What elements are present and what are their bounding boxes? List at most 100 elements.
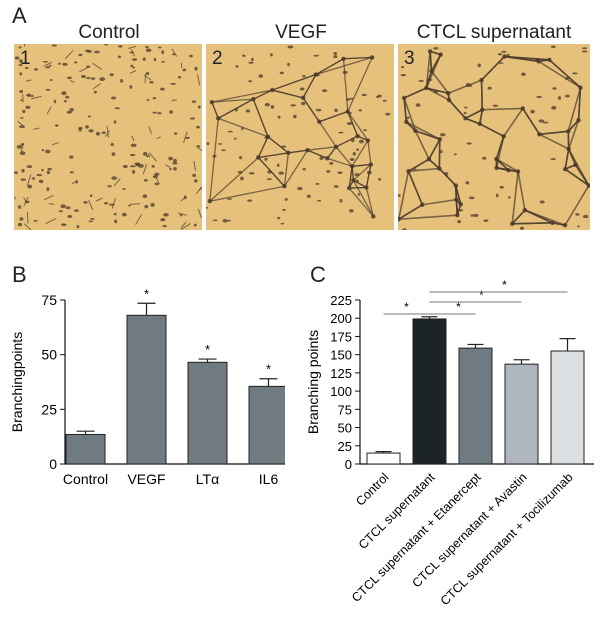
cell-dot	[160, 218, 166, 222]
cell-process	[113, 177, 121, 187]
cell-dot	[17, 222, 23, 227]
cell-dot	[465, 181, 470, 185]
micrograph-control: 1	[14, 44, 202, 230]
cell-dot	[339, 198, 343, 203]
cell-dot	[120, 78, 124, 83]
cell-dot	[277, 216, 281, 220]
tube-segment	[422, 198, 457, 206]
y-tick-label: 225	[330, 293, 352, 308]
cell-dot	[145, 46, 149, 49]
cell-dot	[63, 99, 67, 103]
cell-dot	[376, 95, 380, 99]
cell-process	[131, 135, 135, 142]
cell-dot	[536, 95, 543, 99]
cell-process	[156, 136, 161, 140]
y-tick-label: 0	[49, 456, 57, 472]
cell-dot	[54, 124, 59, 127]
tube-segment	[211, 98, 254, 103]
cell-process	[26, 174, 32, 186]
significance-marker: *	[456, 300, 461, 314]
tube-segment	[503, 107, 524, 137]
cell-dot	[61, 91, 67, 96]
tube-segment	[209, 157, 259, 202]
cell-dot	[93, 90, 97, 94]
tube-segment	[347, 111, 359, 137]
cell-dot	[468, 196, 475, 200]
cell-dot	[69, 171, 74, 174]
cell-dot	[104, 201, 109, 205]
cell-dot	[18, 64, 23, 67]
cell-dot	[172, 161, 178, 165]
cell-dot	[60, 223, 67, 227]
tube-segment	[426, 87, 449, 95]
cell-dot	[266, 178, 272, 181]
cell-dot	[161, 60, 166, 63]
cell-dot	[149, 80, 154, 84]
cell-dot	[581, 50, 588, 53]
cell-dot	[317, 199, 322, 202]
cell-dot	[551, 105, 557, 110]
cell-dot	[183, 195, 187, 200]
cell-dot	[550, 45, 556, 49]
cell-dot	[157, 112, 162, 115]
cell-dot	[20, 99, 23, 102]
cell-dot	[227, 130, 233, 133]
y-axis-label: Branching points	[305, 330, 321, 434]
cell-dot	[131, 169, 136, 174]
cell-dot	[196, 125, 200, 129]
cell-process	[92, 62, 103, 70]
tube-segment	[347, 111, 369, 141]
cell-dot	[150, 202, 155, 207]
cell-dot	[114, 107, 120, 110]
cell-dot	[470, 214, 474, 217]
cell-dot	[174, 132, 178, 135]
tube-segment	[283, 152, 289, 187]
cell-process	[106, 125, 109, 138]
tube-segment	[564, 185, 590, 226]
cell-dot	[73, 61, 78, 64]
tube-segment	[567, 119, 580, 132]
cell-dot	[60, 204, 66, 209]
cell-process	[46, 106, 52, 115]
cell-dot	[138, 164, 144, 168]
cell-dot	[110, 142, 115, 146]
cell-process	[45, 218, 57, 225]
tube-segment	[352, 179, 374, 217]
tube-segment	[567, 119, 580, 150]
tube-node	[317, 119, 322, 124]
significance-marker: *	[404, 300, 409, 314]
tube-segment	[319, 110, 348, 123]
tube-segment	[217, 98, 254, 119]
tube-segment	[407, 170, 424, 206]
cell-dot	[90, 218, 95, 220]
tube-segment	[495, 158, 519, 173]
cell-dot	[418, 79, 424, 82]
cell-dot	[27, 93, 32, 97]
micrograph-ctcl: 3	[398, 44, 590, 230]
tube-node	[341, 56, 346, 61]
cell-dot	[19, 217, 24, 221]
cell-dot	[227, 198, 233, 200]
cell-dot	[191, 100, 197, 103]
cell-process	[195, 186, 202, 195]
tube-segment	[347, 57, 373, 112]
cell-process	[180, 221, 187, 229]
cell-pattern-dense-network	[398, 45, 590, 230]
y-tick-label: 125	[330, 366, 352, 381]
cell-dot	[280, 222, 285, 225]
bar	[412, 318, 447, 465]
cell-dot	[34, 68, 39, 71]
cell-dot	[58, 210, 63, 213]
tube-node	[427, 49, 433, 54]
cell-process	[23, 44, 26, 47]
tube-segment	[415, 130, 441, 140]
cell-dot	[378, 177, 381, 181]
cell-dot	[302, 75, 306, 78]
cell-dot	[280, 145, 287, 148]
cell-dot	[401, 66, 405, 69]
cell-dot	[233, 137, 237, 140]
tube-segment	[577, 87, 582, 121]
cell-dot	[290, 104, 296, 107]
cell-dot	[69, 155, 74, 159]
cell-process	[135, 214, 143, 225]
